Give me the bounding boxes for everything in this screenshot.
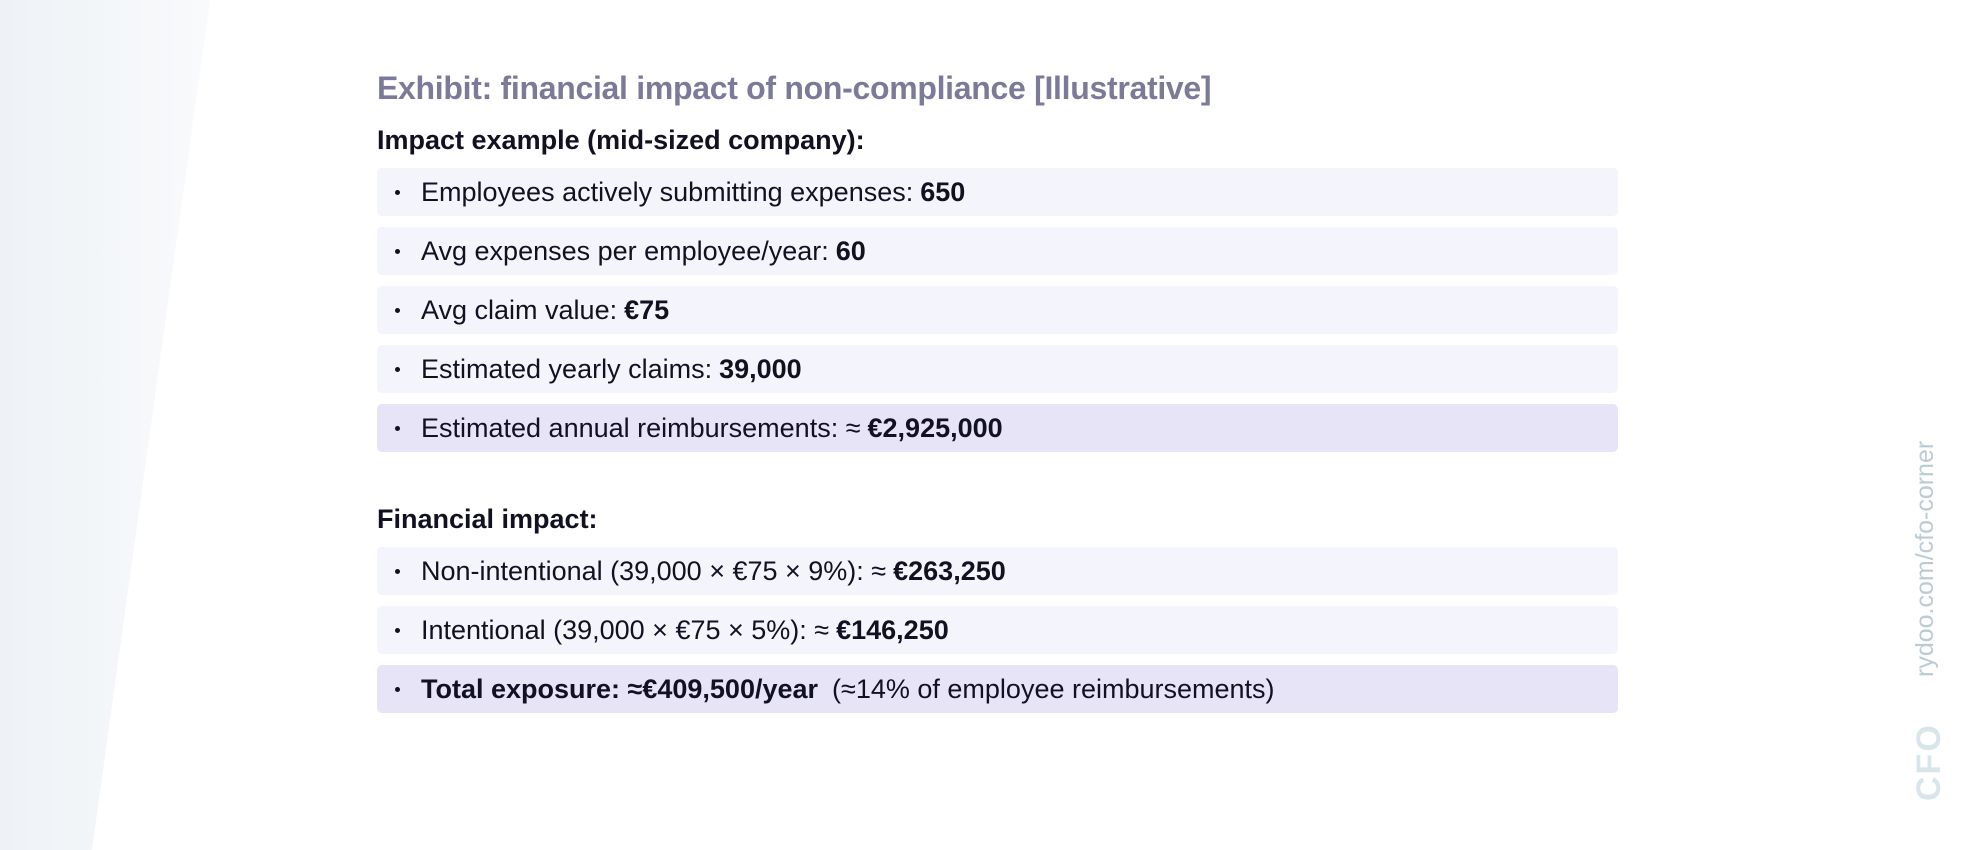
- list-item: Estimated yearly claims: 39,000: [377, 345, 1618, 393]
- item-label: Avg claim value:: [421, 294, 618, 325]
- item-value: 650: [920, 176, 966, 207]
- item-label: Avg expenses per employee/year:: [421, 235, 829, 266]
- watermark: rydoo.com/cfo-corner: [1905, 415, 1945, 685]
- bullet: [395, 569, 400, 574]
- item-label: Estimated yearly claims:: [421, 353, 713, 384]
- watermark-url: rydoo.com/cfo-corner: [1911, 440, 1939, 677]
- item-value: €2,925,000: [867, 412, 1003, 443]
- list-item: Avg claim value: €75: [377, 286, 1618, 334]
- item-value: 60: [835, 235, 866, 266]
- item-label: Estimated annual reimbursements: ≈: [421, 412, 861, 443]
- bullet: [395, 308, 400, 313]
- item-label: Intentional (39,000 × €75 × 5%): ≈: [421, 614, 830, 645]
- item-label: Non-intentional (39,000 × €75 × 9%): ≈: [421, 555, 887, 586]
- list-item: Total exposure: ≈€409,500/year (≈14% of e…: [377, 665, 1618, 713]
- bullet: [395, 249, 400, 254]
- exhibit: Exhibit: financial impact of non-complia…: [377, 70, 1618, 765]
- item-value: 39,000: [719, 353, 802, 384]
- section-heading: Financial impact:: [377, 504, 598, 534]
- diagonal-panel: [0, 0, 210, 850]
- item-label: Employees actively submitting expenses:: [421, 176, 914, 207]
- exhibit-title: Exhibit: financial impact of non-complia…: [377, 70, 1212, 106]
- list-item: Intentional (39,000 × €75 × 5%): ≈ €146,2…: [377, 606, 1618, 654]
- bullet: [395, 190, 400, 195]
- list-item: Non-intentional (39,000 × €75 × 9%): ≈ €2…: [377, 547, 1618, 595]
- item-value: €146,250: [836, 614, 949, 645]
- item-value: Total exposure: ≈€409,500/year: [421, 673, 819, 704]
- item-note: (≈14% of employee reimbursements): [832, 673, 1275, 704]
- list-item: Avg expenses per employee/year: 60: [377, 227, 1618, 275]
- logo: CFO: [1906, 698, 1948, 803]
- item-value: €263,250: [893, 555, 1006, 586]
- section: Financial impact: Non-intentional (39,000…: [377, 504, 1618, 713]
- logo-text: CFO: [1910, 723, 1948, 801]
- bullet: [395, 367, 400, 372]
- item-value: €75: [624, 294, 670, 325]
- section: Impact example (mid-sized company): Emplo…: [377, 125, 1618, 452]
- bullet: [395, 687, 400, 692]
- bullet: [395, 426, 400, 431]
- bullet: [395, 628, 400, 633]
- list-item: Employees actively submitting expenses: 6…: [377, 168, 1618, 216]
- list-item: Estimated annual reimbursements: ≈ €2,925…: [377, 404, 1618, 452]
- section-heading: Impact example (mid-sized company):: [377, 125, 865, 155]
- sections: Impact example (mid-sized company): Emplo…: [377, 125, 1618, 713]
